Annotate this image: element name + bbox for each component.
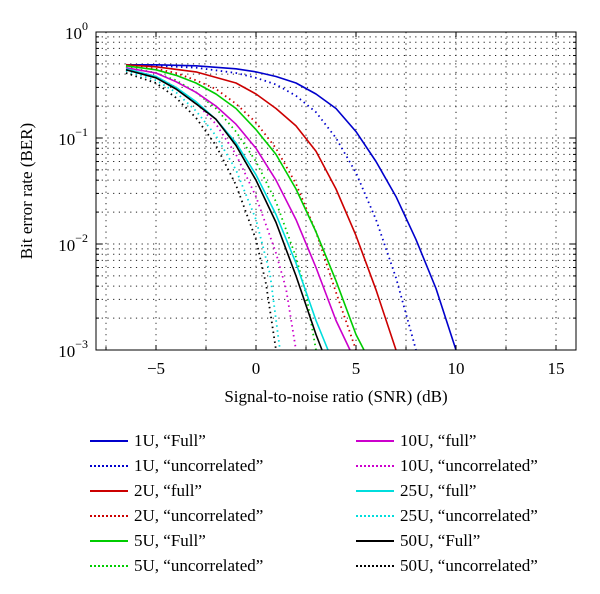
- legend-label: 1U, “uncorrelated”: [134, 456, 264, 475]
- y-tick-label: 100: [65, 19, 88, 43]
- legend-swatch: [90, 490, 128, 492]
- ber-chart: −5 0 5 10 15 10−3 10−2 10−1 100 Signal-to-noise…: [17, 19, 577, 406]
- series-line: [125, 67, 297, 351]
- series-line: [125, 66, 351, 351]
- legend-item: 10U, “uncorrelated”: [356, 455, 538, 477]
- y-tick-label: 10−1: [58, 125, 88, 149]
- plot-frame: [95, 31, 577, 351]
- legend-item: 2U, “full”: [90, 480, 202, 502]
- grid-lines: [96, 32, 576, 350]
- x-tick-label: 15: [548, 359, 565, 378]
- legend-item: 5U, “uncorrelated”: [90, 555, 263, 577]
- series-line: [126, 64, 457, 351]
- legend-swatch: [90, 540, 128, 542]
- series-line: [125, 63, 417, 351]
- x-tick-label: 0: [252, 359, 261, 378]
- legend-swatch: [90, 565, 128, 567]
- series-lines: [125, 63, 457, 351]
- legend-swatch: [356, 515, 394, 517]
- legend-swatch: [356, 540, 394, 542]
- series-line: [125, 69, 323, 351]
- legend-label: 25U, “uncorrelated”: [400, 506, 538, 525]
- legend-swatch: [90, 465, 128, 467]
- legend-label: 2U, “full”: [134, 481, 202, 500]
- legend-label: 5U, “Full”: [134, 531, 206, 550]
- legend-swatch: [356, 565, 394, 567]
- legend-label: 50U, “Full”: [400, 531, 481, 550]
- legend-label: 10U, “full”: [400, 431, 477, 450]
- y-axis-ticks: 10−3 10−2 10−1 100: [58, 19, 576, 361]
- legend: 1U, “Full” 1U, “uncorrelated” 2U, “full” 2U…: [90, 430, 590, 590]
- x-tick-label: 5: [352, 359, 361, 378]
- legend-item: 1U, “uncorrelated”: [90, 455, 263, 477]
- legend-item: 25U, “uncorrelated”: [356, 505, 538, 527]
- legend-item: 25U, “full”: [356, 480, 476, 502]
- legend-item: 5U, “Full”: [90, 530, 206, 552]
- legend-label: 1U, “Full”: [134, 431, 206, 450]
- legend-label: 5U, “uncorrelated”: [134, 556, 264, 575]
- legend-item: 50U, “Full”: [356, 530, 480, 552]
- legend-item: 10U, “full”: [356, 430, 476, 452]
- x-axis-label: Signal-to-noise ratio (SNR) (dB): [224, 387, 447, 406]
- x-tick-label: 10: [448, 359, 465, 378]
- legend-swatch: [356, 465, 394, 467]
- x-tick-label: −5: [147, 359, 165, 378]
- legend-swatch: [90, 515, 128, 517]
- legend-label: 50U, “uncorrelated”: [400, 556, 538, 575]
- legend-swatch: [356, 440, 394, 442]
- series-line: [125, 64, 397, 351]
- legend-item: 2U, “uncorrelated”: [90, 505, 263, 527]
- y-tick-label: 10−2: [58, 231, 88, 255]
- y-tick-label: 10−3: [58, 337, 88, 361]
- legend-label: 2U, “uncorrelated”: [134, 506, 264, 525]
- legend-label: 25U, “full”: [400, 481, 477, 500]
- y-axis-label: Bit error rate (BER): [17, 123, 36, 259]
- legend-swatch: [356, 490, 394, 492]
- legend-swatch: [90, 440, 128, 442]
- series-line: [125, 65, 365, 351]
- legend-label: 10U, “uncorrelated”: [400, 456, 538, 475]
- series-line: [125, 68, 329, 351]
- legend-item: 1U, “Full”: [90, 430, 206, 452]
- x-axis-ticks: −5 0 5 10 15: [105, 32, 565, 378]
- legend-item: 50U, “uncorrelated”: [356, 555, 538, 577]
